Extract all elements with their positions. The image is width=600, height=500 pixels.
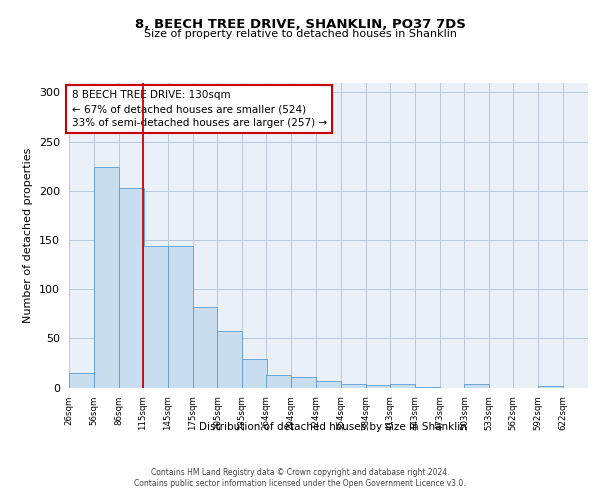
Text: Contains HM Land Registry data © Crown copyright and database right 2024.
Contai: Contains HM Land Registry data © Crown c… [134,468,466,487]
Text: 8 BEECH TREE DRIVE: 130sqm
← 67% of detached houses are smaller (524)
33% of sem: 8 BEECH TREE DRIVE: 130sqm ← 67% of deta… [71,90,327,128]
Bar [69,372,94,388]
Bar [242,359,267,388]
Bar [217,332,242,388]
Text: 8, BEECH TREE DRIVE, SHANKLIN, PO37 7DS: 8, BEECH TREE DRIVE, SHANKLIN, PO37 7DS [134,18,466,30]
Bar [538,386,563,388]
Bar [341,384,366,388]
Y-axis label: Number of detached properties: Number of detached properties [23,148,33,322]
Bar [464,384,490,388]
Bar [366,384,391,388]
Bar [415,386,440,388]
Text: Size of property relative to detached houses in Shanklin: Size of property relative to detached ho… [143,29,457,39]
Bar [316,380,341,388]
Bar [143,246,167,388]
Bar [390,384,415,388]
Bar [266,374,291,388]
Text: Distribution of detached houses by size in Shanklin: Distribution of detached houses by size … [199,422,467,432]
Bar [167,246,193,388]
Bar [119,188,143,388]
Bar [291,376,316,388]
Bar [94,167,119,388]
Bar [193,307,217,388]
